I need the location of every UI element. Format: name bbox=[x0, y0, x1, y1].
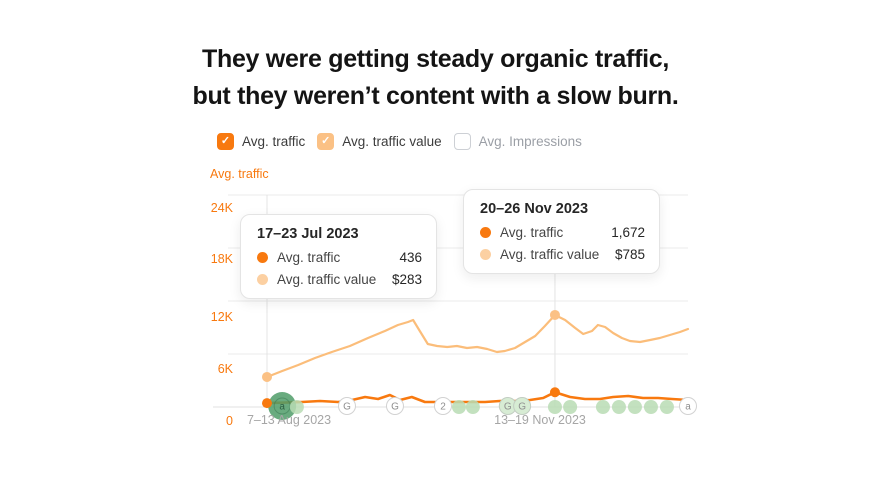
event-dot-green[interactable] bbox=[465, 400, 480, 414]
legend-item-avg-impressions[interactable]: ✓ Avg. Impressions bbox=[453, 133, 582, 150]
slide-title-line-2: but they weren’t content with a slow bur… bbox=[192, 82, 679, 110]
y-tick-0: 0 bbox=[226, 414, 233, 428]
y-tick-18k: 18K bbox=[210, 252, 233, 266]
event-marker-letter: G bbox=[518, 402, 526, 413]
tooltip-metric-label: Avg. traffic bbox=[500, 225, 564, 240]
tooltip-metric-label: Avg. traffic value bbox=[500, 247, 600, 262]
highlight-dot bbox=[549, 387, 560, 398]
legend-item-avg-traffic[interactable]: ✓ Avg. traffic bbox=[217, 133, 305, 150]
checkmark-icon: ✓ bbox=[220, 135, 231, 147]
x-tick-aug: 7–13 Aug 2023 bbox=[246, 413, 332, 427]
event-marker-letter: G bbox=[504, 402, 512, 413]
tooltip-date-range: 17–23 Jul 2023 bbox=[257, 226, 359, 242]
event-dot-green[interactable] bbox=[627, 400, 642, 414]
event-dot-green[interactable] bbox=[563, 400, 578, 414]
tooltip-row-avg-traffic: Avg. traffic 436 bbox=[257, 250, 422, 265]
event-marker-2[interactable] bbox=[433, 397, 452, 415]
tooltip-metric-label: Avg. traffic bbox=[277, 250, 341, 265]
event-dot-green[interactable] bbox=[289, 400, 304, 414]
highlight-dot bbox=[262, 371, 272, 382]
tooltip-nov-2023: 20–26 Nov 2023 Avg. traffic 1,672 Avg. t… bbox=[463, 189, 660, 274]
chart-legend: ✓ Avg. traffic ✓ Avg. traffic value ✓ Av… bbox=[217, 133, 582, 150]
tooltip-row-avg-traffic-value: Avg. traffic value $283 bbox=[257, 272, 422, 287]
tooltip-date-range: 20–26 Nov 2023 bbox=[480, 201, 589, 217]
tooltip-metric-value: 436 bbox=[399, 250, 422, 265]
x-tick-nov: 13–19 Nov 2023 bbox=[494, 413, 586, 427]
tooltip-metric-value: $283 bbox=[391, 272, 422, 287]
avg-traffic-value-line bbox=[265, 313, 690, 379]
slide-title: They were getting steady organic traffic… bbox=[0, 41, 871, 115]
event-dot-green[interactable] bbox=[547, 400, 562, 414]
event-dot-green[interactable] bbox=[643, 400, 658, 414]
avg-traffic-dot-icon bbox=[257, 252, 268, 263]
event-dot-green[interactable] bbox=[659, 400, 674, 414]
event-marker-letter: a bbox=[685, 402, 691, 413]
y-tick-24k: 24K bbox=[210, 201, 233, 215]
event-marker-letter: G bbox=[343, 402, 351, 413]
highlight-dot bbox=[262, 398, 272, 409]
avg-traffic-value-checkbox[interactable]: ✓ bbox=[317, 133, 335, 150]
y-tick-12k: 12K bbox=[210, 310, 233, 324]
event-dot-green[interactable] bbox=[451, 400, 466, 414]
tooltip-row-avg-traffic: Avg. traffic 1,672 bbox=[480, 225, 645, 240]
avg-traffic-value-dot-icon bbox=[257, 274, 268, 285]
avg-traffic-value-dot-icon bbox=[480, 249, 491, 260]
tooltip-metric-label: Avg. traffic value bbox=[277, 272, 377, 287]
event-marker-letter: a bbox=[279, 402, 285, 413]
event-dot-green[interactable] bbox=[595, 400, 610, 414]
tooltip-metric-value: $785 bbox=[614, 247, 645, 262]
event-marker-letter: G bbox=[391, 402, 399, 413]
y-tick-6k: 6K bbox=[217, 362, 233, 376]
event-marker-highlight-circle[interactable] bbox=[268, 392, 297, 420]
tooltip-row-avg-traffic-value: Avg. traffic value $785 bbox=[480, 247, 645, 262]
checkmark-icon: ✓ bbox=[321, 135, 331, 147]
legend-label: Avg. traffic value bbox=[342, 134, 442, 149]
avg-traffic-line bbox=[265, 390, 690, 405]
event-marker-G[interactable] bbox=[337, 397, 356, 415]
legend-label: Avg. Impressions bbox=[478, 134, 582, 149]
event-marker-G[interactable] bbox=[385, 397, 404, 415]
legend-label: Avg. traffic bbox=[242, 134, 306, 149]
event-marker-letter: 2 bbox=[440, 402, 446, 413]
y-axis-title: Avg. traffic bbox=[210, 167, 269, 181]
slide-title-line-1: They were getting steady organic traffic… bbox=[202, 45, 669, 73]
legend-item-avg-traffic-value[interactable]: ✓ Avg. traffic value bbox=[317, 133, 442, 150]
highlight-dot bbox=[549, 309, 560, 320]
event-marker-a[interactable] bbox=[679, 397, 697, 415]
tooltip-metric-value: 1,672 bbox=[611, 225, 645, 240]
avg-traffic-dot-icon bbox=[480, 227, 491, 238]
avg-impressions-checkbox[interactable]: ✓ bbox=[453, 133, 471, 150]
event-marker-G[interactable] bbox=[513, 397, 532, 415]
tooltip-jul-2023: 17–23 Jul 2023 Avg. traffic 436 Avg. tra… bbox=[240, 214, 437, 299]
event-dot-green[interactable] bbox=[611, 400, 626, 414]
avg-traffic-checkbox[interactable]: ✓ bbox=[217, 133, 234, 150]
